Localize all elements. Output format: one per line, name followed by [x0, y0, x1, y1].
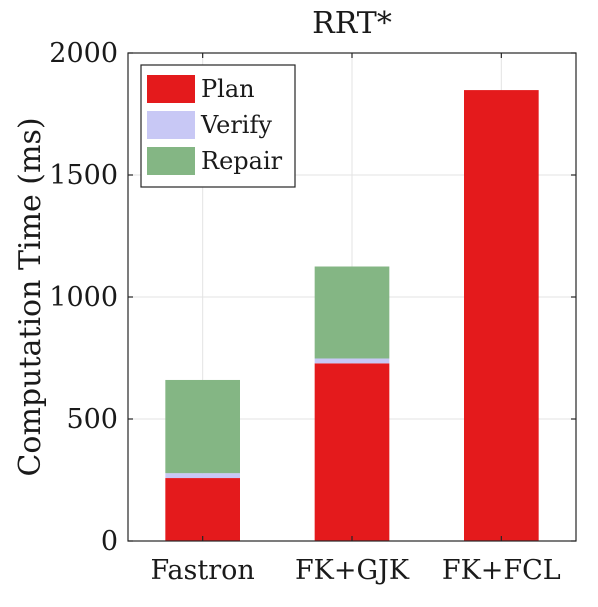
x-tick-label: Fastron [151, 555, 255, 586]
legend-swatch-repair [147, 147, 195, 175]
bars [165, 90, 539, 541]
bar-plan-fk-gjk [314, 363, 390, 541]
bar-verify-fk-gjk [314, 358, 390, 364]
legend: Plan Verify Repair [140, 64, 296, 188]
chart-title: RRT* [312, 6, 392, 41]
x-tick-label: FK+GJK [295, 555, 410, 586]
tick-labels: 0 500 1000 1500 2000 Fastron FK+GJK FK+FCL [49, 38, 576, 586]
bar-plan-fk-fcl [464, 90, 539, 541]
bar-plan-fastron [165, 478, 240, 541]
y-tick-label: 1500 [49, 160, 118, 191]
bar-repair-fastron [165, 379, 240, 474]
legend-label-plan: Plan [201, 75, 255, 103]
y-tick-label: 0 [101, 526, 118, 557]
legend-label-verify: Verify [200, 111, 272, 139]
y-tick-label: 2000 [49, 38, 118, 69]
legend-swatch-verify [147, 111, 195, 139]
bar-verify-fastron [165, 473, 240, 479]
legend-swatch-plan [147, 75, 195, 103]
bar-repair-fk-gjk [314, 266, 390, 359]
y-tick-label: 500 [66, 404, 118, 435]
legend-label-repair: Repair [201, 147, 283, 175]
x-tick-label: FK+FCL [442, 555, 561, 586]
y-tick-label: 1000 [49, 282, 118, 313]
y-axis-label: Computation Time (ms) [13, 117, 48, 476]
